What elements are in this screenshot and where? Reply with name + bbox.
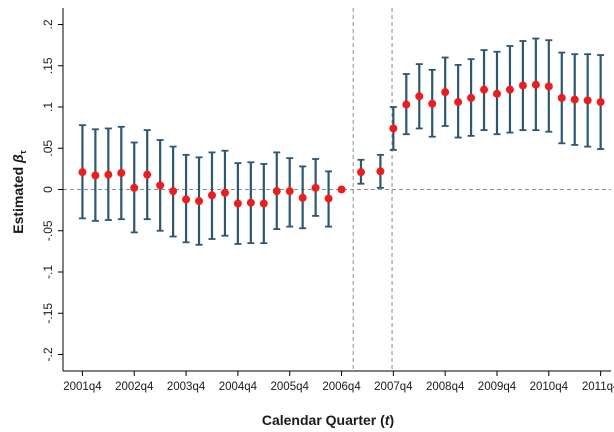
point-estimate	[91, 171, 100, 180]
point-estimate	[233, 199, 242, 208]
x-tick-label: 2008q4	[426, 381, 465, 393]
point-estimate	[195, 197, 204, 206]
point-estimate	[272, 187, 281, 196]
point-estimates	[78, 80, 605, 208]
point-estimate	[143, 170, 152, 179]
point-estimate	[156, 181, 165, 190]
point-estimate	[285, 187, 294, 196]
point-estimate	[441, 88, 450, 97]
y-axis-ticks: .2 .15 .1 .05 0 -.05 -.1 -.15 -.2	[41, 19, 63, 362]
point-estimate	[492, 89, 501, 98]
point-estimate	[596, 98, 605, 107]
x-tick-label: 2009q4	[478, 381, 517, 393]
point-estimate	[415, 92, 424, 101]
x-axis-ticks: 2001q4 2002q4 2003q4 2004q4 2005q4 2006q4 2007…	[63, 371, 614, 393]
point-estimate	[557, 93, 566, 102]
y-tick-label: -.1	[41, 265, 55, 279]
point-estimate	[169, 187, 178, 196]
x-tick-label: 2003q4	[167, 381, 206, 393]
point-estimate	[402, 100, 411, 109]
x-tick-label: 2006q4	[322, 381, 361, 393]
y-axis-title: Estimated βτ	[10, 150, 28, 234]
x-tick-label: 2010q4	[530, 381, 569, 393]
point-estimate	[467, 93, 476, 102]
point-estimate	[505, 85, 514, 94]
y-tick-label: .2	[41, 19, 55, 29]
reference-lines	[63, 8, 611, 371]
x-tick-label: 2002q4	[115, 381, 154, 393]
y-tick-label: -.15	[41, 303, 55, 324]
point-estimate	[130, 183, 139, 192]
point-estimate	[324, 194, 333, 203]
x-tick-label: 2004q4	[219, 381, 258, 393]
x-tick-label: 2007q4	[374, 381, 413, 393]
point-estimate	[311, 183, 320, 192]
point-estimate	[337, 185, 346, 194]
point-estimate	[544, 82, 553, 91]
point-estimate	[480, 85, 489, 94]
y-tick-label: -.05	[41, 220, 55, 241]
point-estimate	[104, 170, 113, 179]
point-estimate	[259, 199, 268, 208]
y-tick-label: .1	[41, 102, 55, 112]
point-estimate	[583, 96, 592, 105]
y-tick-label: -.2	[41, 347, 55, 361]
point-estimate	[454, 98, 463, 107]
x-tick-label: 2001q4	[63, 381, 102, 393]
x-tick-label: 2011q4	[582, 381, 614, 393]
point-estimate	[531, 80, 540, 89]
point-estimate	[376, 167, 385, 176]
x-tick-label: 2005q4	[271, 381, 310, 393]
point-estimate	[356, 168, 365, 177]
x-axis-title: Calendar Quarter (t)	[262, 412, 394, 428]
point-estimate	[78, 168, 87, 177]
point-estimate	[182, 195, 191, 204]
y-tick-label: 0	[41, 186, 55, 193]
y-tick-label: .15	[41, 57, 55, 74]
point-estimate	[207, 191, 216, 200]
point-estimate	[220, 188, 229, 197]
y-tick-label: .05	[41, 140, 55, 157]
point-estimate	[298, 193, 307, 202]
point-estimate	[518, 81, 527, 90]
point-estimate	[389, 124, 398, 133]
point-estimate	[246, 198, 255, 207]
point-estimate	[117, 169, 126, 177]
point-estimate	[570, 95, 579, 104]
point-estimate	[428, 99, 437, 108]
